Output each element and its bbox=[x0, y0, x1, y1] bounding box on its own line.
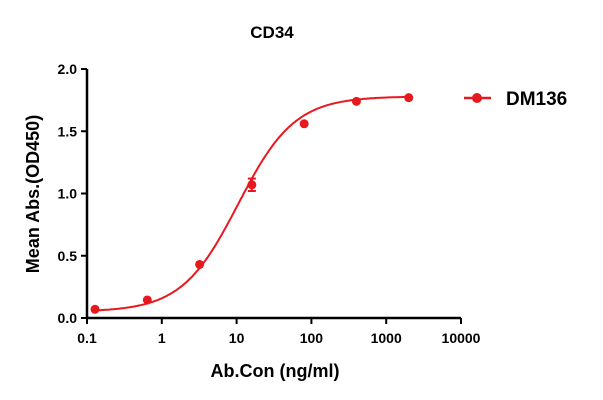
data-point bbox=[142, 295, 152, 305]
y-tick-label: 1.5 bbox=[58, 123, 78, 139]
y-tick-label: 1.0 bbox=[58, 186, 78, 202]
y-tick-label: 0.5 bbox=[58, 248, 78, 264]
data-point bbox=[404, 93, 414, 103]
data-point bbox=[299, 119, 309, 129]
legend-marker-icon bbox=[472, 93, 482, 103]
y-tick-label: 0.0 bbox=[58, 310, 78, 326]
x-tick-label: 1 bbox=[158, 330, 166, 346]
legend-label: DM136 bbox=[506, 89, 567, 110]
data-points bbox=[90, 93, 414, 314]
x-tick-label: 10 bbox=[229, 330, 245, 346]
x-tick-label: 10000 bbox=[442, 330, 481, 346]
data-point bbox=[351, 96, 361, 106]
x-tick-label: 0.1 bbox=[77, 330, 97, 346]
x-axis-label: Ab.Con (ng/ml) bbox=[211, 361, 340, 381]
y-tick-label: 2.0 bbox=[58, 61, 78, 77]
data-point bbox=[90, 304, 100, 314]
fit-curve bbox=[95, 95, 409, 312]
data-point bbox=[247, 180, 257, 190]
legend: DM136 bbox=[464, 89, 567, 110]
data-point bbox=[195, 259, 205, 269]
axes: 0.0 0.5 1.0 1.5 2.0 0.1 1 10 100 1000 10000 bbox=[58, 61, 481, 346]
y-axis-label: Mean Abs.(OD450) bbox=[23, 115, 43, 273]
chart-title: CD34 bbox=[250, 23, 294, 42]
x-tick-label: 1000 bbox=[371, 330, 402, 346]
x-tick-label: 100 bbox=[300, 330, 324, 346]
